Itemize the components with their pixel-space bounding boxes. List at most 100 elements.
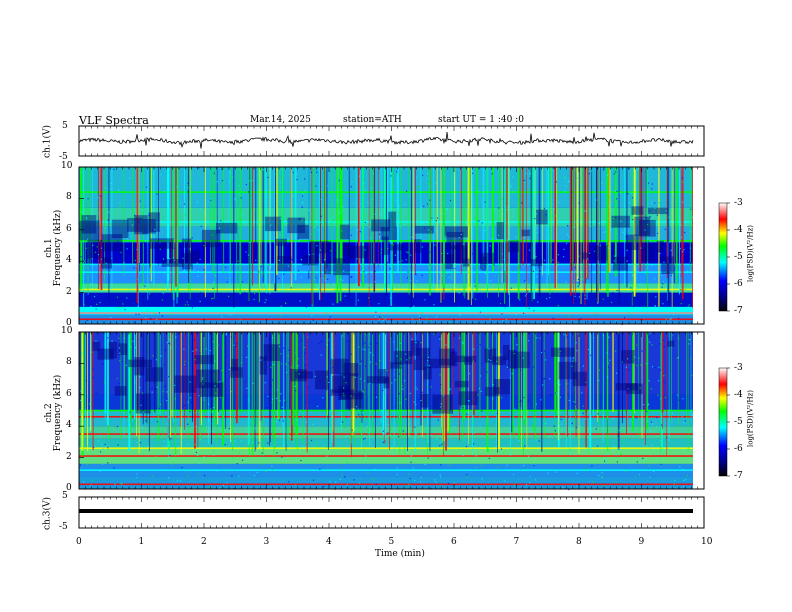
noise-speckle — [196, 458, 198, 460]
noise-speckle — [318, 289, 320, 291]
noise-speckle — [405, 398, 407, 400]
noise-speckle — [163, 190, 165, 193]
ch2-y-tick-label: 0 — [66, 483, 72, 493]
sferic-streak — [415, 167, 416, 275]
noise-speckle — [443, 413, 446, 415]
noise-speckle — [684, 301, 686, 303]
noise-speckle — [189, 397, 192, 399]
sferic-streak — [571, 167, 573, 271]
noise-speckle — [137, 283, 139, 285]
sferic-streak — [274, 167, 277, 292]
noise-speckle — [398, 261, 400, 263]
noise-speckle — [141, 426, 143, 429]
noise-speckle — [487, 359, 490, 361]
noise-speckle — [290, 287, 292, 289]
noise-speckle — [568, 380, 570, 382]
sferic-streak — [259, 167, 260, 290]
noise-speckle — [156, 193, 158, 195]
noise-speckle — [183, 214, 185, 217]
noise-speckle — [638, 357, 640, 359]
noise-speckle — [296, 419, 298, 421]
noise-speckle — [238, 193, 241, 195]
noise-speckle — [453, 192, 455, 195]
noise-speckle — [342, 392, 344, 394]
noise-speckle — [475, 455, 477, 457]
low-power-patch — [201, 229, 221, 248]
noise-speckle — [439, 374, 441, 376]
noise-speckle — [154, 229, 156, 231]
noise-speckle — [421, 391, 423, 394]
noise-speckle — [525, 293, 528, 295]
low-power-patch — [142, 219, 156, 234]
sferic-streak — [232, 332, 233, 452]
sferic-streak — [524, 332, 527, 426]
sferic-streak — [203, 332, 205, 433]
noise-speckle — [280, 353, 282, 355]
noise-speckle — [690, 208, 692, 210]
sferic-streak — [258, 332, 261, 449]
noise-speckle — [647, 240, 649, 242]
noise-speckle — [650, 421, 653, 423]
noise-speckle — [649, 448, 652, 450]
sferic-streak — [534, 167, 536, 264]
noise-speckle — [87, 238, 89, 240]
noise-speckle — [106, 273, 109, 275]
noise-speckle — [412, 469, 414, 471]
noise-speckle — [411, 338, 413, 340]
noise-speckle — [150, 268, 152, 270]
noise-speckle — [511, 372, 513, 375]
sferic-streak — [147, 332, 149, 425]
sferic-streak — [294, 167, 297, 281]
noise-speckle — [650, 430, 652, 433]
noise-speckle — [677, 356, 679, 359]
noise-speckle — [183, 363, 185, 366]
noise-speckle — [679, 466, 681, 468]
noise-speckle — [684, 420, 686, 422]
noise-speckle — [528, 188, 530, 190]
noise-speckle — [297, 365, 299, 367]
noise-speckle — [197, 275, 199, 277]
noise-speckle — [618, 448, 620, 450]
noise-speckle — [117, 241, 119, 243]
noise-speckle — [462, 271, 464, 274]
sferic-streak — [597, 332, 598, 422]
low-power-patch — [145, 367, 164, 382]
noise-speckle — [314, 226, 316, 228]
noise-speckle — [350, 395, 352, 397]
noise-speckle — [295, 411, 297, 413]
sferic-streak — [146, 332, 148, 424]
noise-speckle — [648, 465, 650, 467]
noise-speckle — [688, 343, 690, 345]
noise-speckle — [139, 387, 141, 389]
noise-speckle — [340, 423, 342, 425]
low-power-patch — [420, 393, 429, 408]
noise-speckle — [393, 341, 395, 343]
sferic-streak — [566, 332, 568, 437]
sferic-streak — [200, 332, 201, 442]
noise-speckle — [155, 359, 158, 361]
noise-speckle — [326, 455, 328, 457]
noise-speckle — [399, 342, 401, 344]
noise-speckle — [390, 435, 392, 437]
sferic-streak — [173, 167, 175, 263]
noise-speckle — [592, 337, 595, 339]
noise-speckle — [672, 334, 674, 336]
noise-speckle — [680, 302, 682, 305]
noise-speckle — [333, 302, 335, 304]
noise-speckle — [326, 343, 328, 346]
noise-speckle — [681, 416, 683, 418]
noise-speckle — [353, 479, 355, 481]
noise-speckle — [382, 441, 385, 443]
noise-speckle — [532, 366, 535, 368]
noise-speckle — [588, 283, 591, 285]
noise-speckle — [124, 309, 126, 311]
noise-speckle — [151, 313, 153, 315]
low-power-patch — [277, 255, 292, 272]
noise-speckle — [374, 316, 377, 318]
noise-speckle — [262, 169, 264, 171]
noise-speckle — [448, 378, 450, 380]
noise-speckle — [512, 191, 514, 193]
noise-speckle — [423, 227, 426, 229]
low-power-patch — [507, 240, 519, 253]
noise-speckle — [164, 349, 166, 351]
